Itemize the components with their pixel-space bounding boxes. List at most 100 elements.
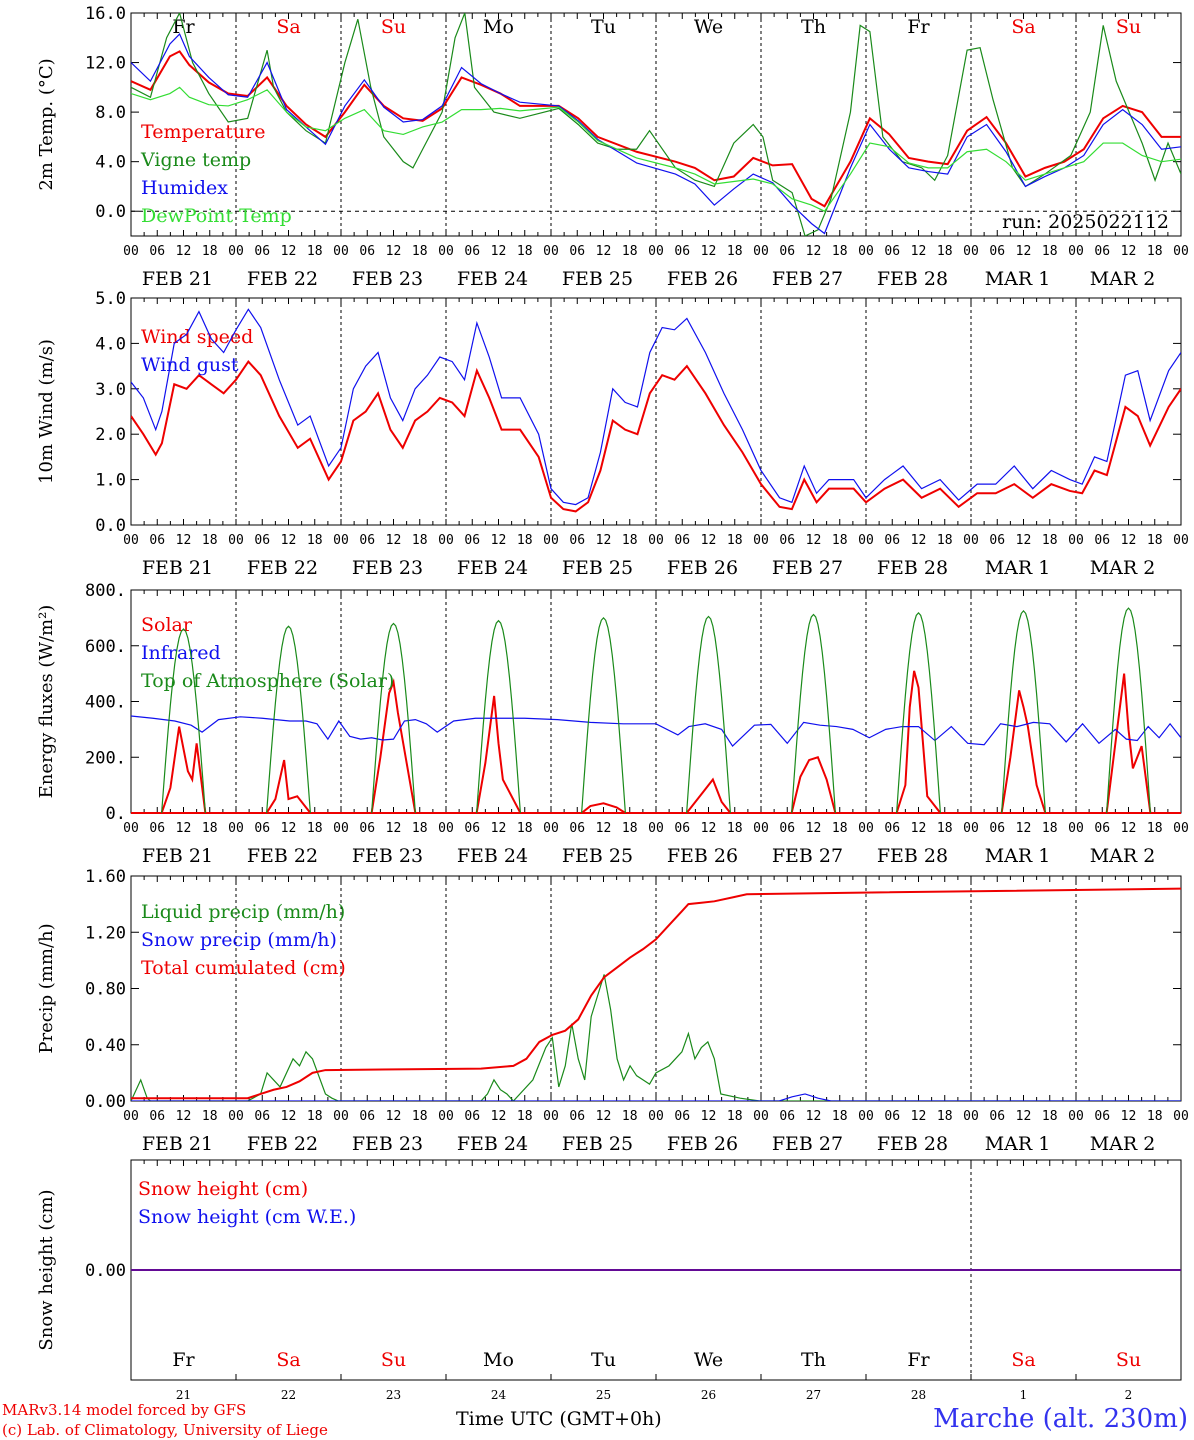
hour-tick-label: 18 bbox=[937, 821, 953, 836]
y-tick-label: 8.0 bbox=[95, 103, 126, 123]
date-label: FEB 26 bbox=[667, 1133, 738, 1155]
y-tick-label: 4.0 bbox=[95, 153, 126, 173]
weekday-label: Fr bbox=[907, 1349, 930, 1371]
hour-tick-label: 12 bbox=[701, 1109, 717, 1124]
y-tick-label: 200. bbox=[85, 748, 126, 768]
credit-line: (c) Lab. of Climatology, University of L… bbox=[2, 1421, 328, 1439]
hour-tick-label: 00 bbox=[1173, 821, 1189, 836]
y-tick-label: 3.0 bbox=[95, 380, 126, 400]
day-number-label: 21 bbox=[176, 1388, 191, 1402]
legend-entry: DewPoint Temp bbox=[141, 205, 292, 227]
hour-tick-label: 00 bbox=[123, 821, 139, 836]
hour-tick-label: 12 bbox=[701, 244, 717, 259]
hour-tick-label: 18 bbox=[517, 1109, 533, 1124]
series-line bbox=[131, 715, 1181, 748]
date-label: FEB 28 bbox=[877, 845, 948, 867]
hour-tick-label: 12 bbox=[176, 1109, 192, 1124]
hour-tick-label: 00 bbox=[438, 533, 454, 548]
series-line bbox=[1001, 609, 1046, 814]
weekday-label: Su bbox=[381, 16, 406, 38]
date-label: FEB 21 bbox=[142, 1133, 213, 1155]
panel-1: 16.0 12.0 8.0 4.0 0.0 2m Temp. (°C) 00 06 12 18 FE… bbox=[36, 4, 1189, 290]
date-label: MAR 1 bbox=[985, 557, 1051, 579]
weekday-label: Tu bbox=[591, 16, 616, 38]
weekday-label: Th bbox=[801, 16, 826, 38]
weekday-label: Mo bbox=[483, 16, 514, 38]
legend-entry: Temperature bbox=[141, 121, 265, 143]
hour-tick-label: 00 bbox=[333, 821, 349, 836]
date-label: FEB 23 bbox=[352, 268, 423, 290]
hour-tick-label: 00 bbox=[1068, 1109, 1084, 1124]
hour-tick-label: 12 bbox=[1121, 533, 1137, 548]
hour-tick-label: 00 bbox=[648, 533, 664, 548]
series-line bbox=[131, 887, 1181, 1100]
hour-tick-label: 18 bbox=[832, 1109, 848, 1124]
hour-tick-label: 12 bbox=[1121, 244, 1137, 259]
y-axis-title: 10m Wind (m/s) bbox=[36, 339, 57, 484]
y-tick-label: 2.0 bbox=[95, 425, 126, 445]
hour-tick-label: 06 bbox=[884, 821, 900, 836]
weekday-label: Sa bbox=[1011, 16, 1035, 38]
day-number-label: 26 bbox=[701, 1388, 716, 1402]
hour-tick-label: 12 bbox=[701, 821, 717, 836]
weekday-label: We bbox=[694, 16, 723, 38]
y-tick-label: 600. bbox=[85, 637, 126, 657]
legend-entry: Snow height (cm W.E.) bbox=[138, 1206, 356, 1228]
date-label: FEB 24 bbox=[457, 1133, 528, 1155]
hour-tick-label: 06 bbox=[569, 1109, 585, 1124]
hour-tick-label: 00 bbox=[648, 244, 664, 259]
series-line bbox=[131, 50, 1181, 208]
date-label: FEB 27 bbox=[772, 1133, 843, 1155]
date-label: FEB 23 bbox=[352, 845, 423, 867]
date-label: FEB 21 bbox=[142, 557, 213, 579]
hour-tick-label: 18 bbox=[1147, 244, 1163, 259]
y-axis-title: Precip (mm/h) bbox=[36, 923, 57, 1053]
date-label: FEB 24 bbox=[457, 268, 528, 290]
hour-tick-label: 00 bbox=[123, 1109, 139, 1124]
hour-tick-label: 12 bbox=[911, 821, 927, 836]
hour-tick-label: 06 bbox=[359, 1109, 375, 1124]
date-label: FEB 25 bbox=[562, 557, 633, 579]
series-line bbox=[1106, 607, 1151, 814]
weekday-label: Fr bbox=[172, 16, 195, 38]
credit-line: MARv3.14 model forced by GFS bbox=[2, 1401, 246, 1419]
hour-tick-label: 06 bbox=[464, 1109, 480, 1124]
series-line bbox=[266, 625, 311, 814]
weekday-label: Mo bbox=[483, 1349, 514, 1371]
hour-tick-label: 06 bbox=[149, 821, 165, 836]
hour-tick-label: 18 bbox=[202, 244, 218, 259]
y-tick-label: 1.0 bbox=[95, 471, 126, 491]
hour-tick-label: 00 bbox=[543, 244, 559, 259]
hour-tick-label: 00 bbox=[123, 244, 139, 259]
series-line bbox=[131, 33, 1181, 235]
series-line bbox=[131, 86, 1181, 212]
hour-tick-label: 00 bbox=[1173, 533, 1189, 548]
hour-tick-label: 06 bbox=[1094, 821, 1110, 836]
day-number-label: 27 bbox=[806, 1388, 821, 1402]
weekday-label: Fr bbox=[907, 16, 930, 38]
hour-tick-label: 12 bbox=[176, 821, 192, 836]
date-label: MAR 2 bbox=[1090, 845, 1156, 867]
weekday-label: We bbox=[694, 1349, 723, 1371]
hour-tick-label: 00 bbox=[648, 1109, 664, 1124]
hour-tick-label: 12 bbox=[1121, 821, 1137, 836]
hour-tick-label: 00 bbox=[438, 244, 454, 259]
hour-tick-label: 12 bbox=[281, 821, 297, 836]
hour-tick-label: 06 bbox=[254, 533, 270, 548]
hour-tick-label: 18 bbox=[307, 1109, 323, 1124]
hour-tick-label: 06 bbox=[569, 821, 585, 836]
plot-frame bbox=[130, 12, 1182, 237]
y-tick-label: 5.0 bbox=[95, 289, 126, 309]
series-line bbox=[1000, 690, 1047, 813]
hour-tick-label: 00 bbox=[963, 821, 979, 836]
date-label: FEB 26 bbox=[667, 557, 738, 579]
day-number-label: 2 bbox=[1125, 1388, 1133, 1402]
hour-tick-label: 06 bbox=[674, 821, 690, 836]
site-label: Marche (alt. 230m) bbox=[933, 1404, 1188, 1434]
y-tick-label: 0.00 bbox=[85, 1092, 126, 1112]
hour-tick-label: 12 bbox=[491, 821, 507, 836]
hour-tick-label: 00 bbox=[333, 244, 349, 259]
hour-tick-label: 06 bbox=[359, 821, 375, 836]
hour-tick-label: 18 bbox=[1042, 244, 1058, 259]
y-tick-label: 16.0 bbox=[85, 4, 126, 24]
